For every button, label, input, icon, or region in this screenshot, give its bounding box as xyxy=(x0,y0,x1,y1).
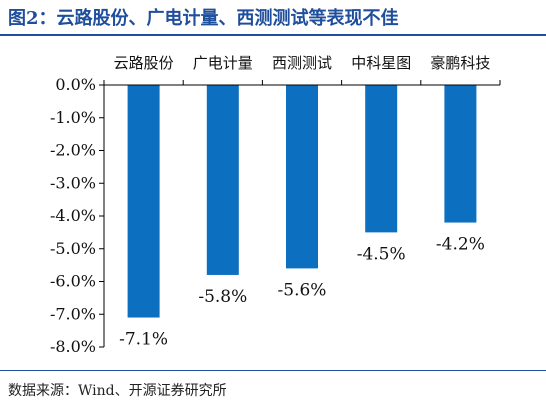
y-axis: 0.0% -1.0% -2.0% -3.0% -4.0% -5.0% -6.0% -7.0% -… xyxy=(50,75,105,356)
y-tick-label: -6.0% xyxy=(50,272,96,291)
category-axis: 云路股份 广电计量 西测测试 中科星图 豪鹏科技 xyxy=(103,54,501,86)
data-labels: -7.1% -5.8% -5.6% -4.5% -4.2% xyxy=(119,235,485,350)
y-tick-label: -2.0% xyxy=(50,141,96,160)
category-label: 豪鹏科技 xyxy=(430,54,490,72)
title-divider xyxy=(0,34,546,36)
figure-title: 图2：云路股份、广电计量、西测测试等表现不佳 xyxy=(8,8,399,29)
data-label: -4.2% xyxy=(436,235,485,255)
y-tick-label: -4.0% xyxy=(50,206,96,225)
data-label: -5.8% xyxy=(198,287,247,307)
bar xyxy=(206,85,239,275)
bar xyxy=(365,85,398,233)
y-tick-label: -5.0% xyxy=(50,239,96,258)
y-tick-label: -8.0% xyxy=(50,337,96,356)
data-label: -5.6% xyxy=(278,280,327,300)
category-label: 西测测试 xyxy=(272,54,332,72)
y-tick-label: -7.0% xyxy=(50,304,96,323)
y-tick-label: -1.0% xyxy=(50,108,96,127)
data-label: -7.1% xyxy=(119,330,168,350)
bars xyxy=(127,85,477,318)
bar xyxy=(286,85,318,269)
data-label: -4.5% xyxy=(357,244,406,264)
category-label: 云路股份 xyxy=(114,54,174,72)
source-note: 数据来源：Wind、开源证券研究所 xyxy=(8,383,227,399)
footer-divider xyxy=(0,370,546,371)
category-label: 中科星图 xyxy=(351,54,411,72)
y-tick-label: -3.0% xyxy=(50,173,96,192)
category-label: 广电计量 xyxy=(193,54,253,72)
bar xyxy=(127,85,160,318)
y-tick-label: 0.0% xyxy=(55,75,96,94)
bar xyxy=(444,85,477,223)
